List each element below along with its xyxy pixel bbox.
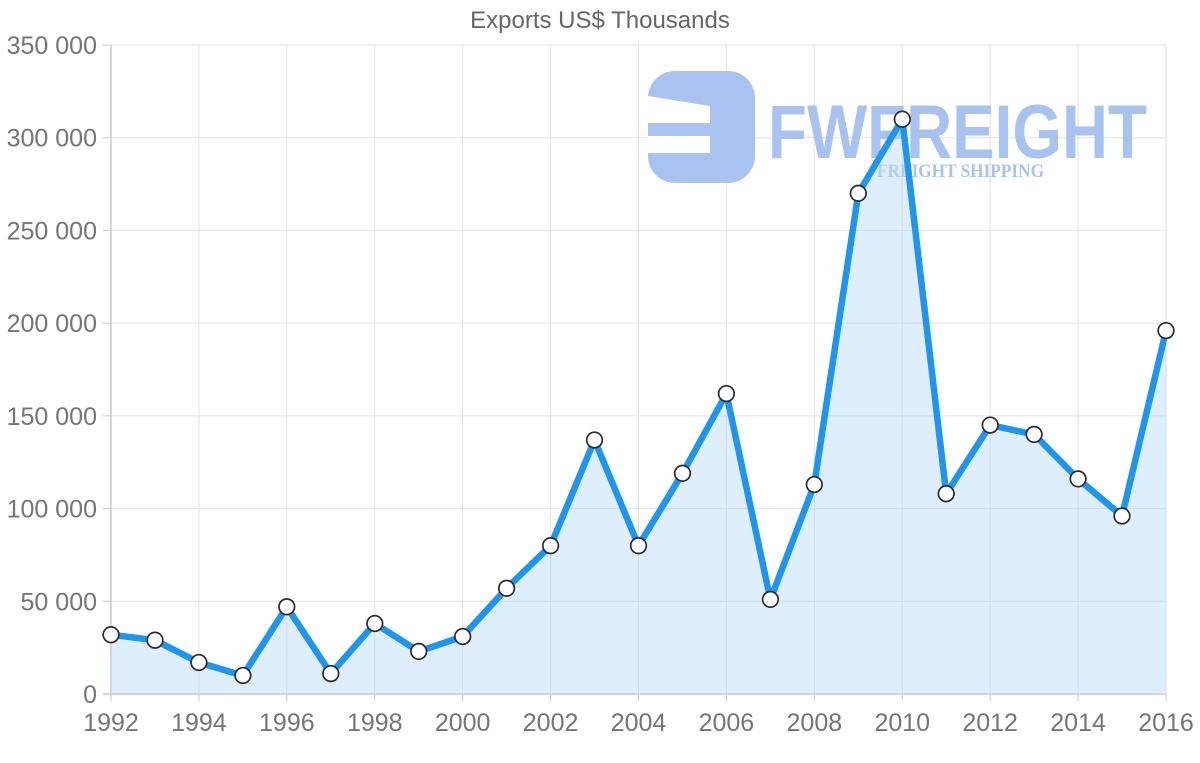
y-axis-label: 0 <box>83 681 97 709</box>
y-axis-label: 50 000 <box>21 588 97 616</box>
logo-icon-square <box>648 71 755 183</box>
x-axis-label: 2014 <box>1050 709 1106 737</box>
x-axis-label: 2006 <box>699 709 755 737</box>
data-point-marker[interactable] <box>454 627 472 646</box>
data-point-marker[interactable] <box>102 626 120 644</box>
watermark-logo-icon <box>648 71 755 183</box>
data-point-marker[interactable] <box>366 614 384 633</box>
data-point-marker[interactable] <box>717 384 736 403</box>
data-point-marker[interactable] <box>937 485 955 503</box>
x-axis-label: 2012 <box>962 709 1018 737</box>
data-point-marker[interactable] <box>761 590 780 609</box>
data-point-marker[interactable] <box>278 598 296 616</box>
x-axis-label: 2016 <box>1138 709 1194 737</box>
x-axis-label: 2004 <box>611 709 667 737</box>
logo-icon-notch-bottom <box>648 136 710 153</box>
data-point-marker[interactable] <box>1025 425 1043 444</box>
y-axis-label: 150 000 <box>7 403 97 431</box>
y-axis-label: 100 000 <box>7 496 97 524</box>
data-point-marker[interactable] <box>673 464 692 482</box>
x-axis-label: 2008 <box>787 709 843 737</box>
axis-tick-labels: 0 50 000 100 000 150 000 200 000 250 000 300 0… <box>7 32 1194 737</box>
y-axis-label: 250 000 <box>7 217 97 245</box>
y-axis-label: 200 000 <box>7 310 97 338</box>
watermark-wordmark: FWFREIGHT <box>768 90 1147 175</box>
data-point-marker[interactable] <box>585 431 604 449</box>
data-point-marker[interactable] <box>1069 470 1087 488</box>
data-point-marker[interactable] <box>190 653 208 672</box>
data-series <box>102 110 1175 694</box>
chart-title: Exports US$ Thousands <box>470 7 730 34</box>
data-point-marker[interactable] <box>1113 507 1131 525</box>
watermark-logo: FWFREIGHT FREIGHT SHIPPING <box>648 71 1147 183</box>
data-point-marker[interactable] <box>849 184 867 202</box>
data-point-marker[interactable] <box>234 666 252 685</box>
data-point-marker[interactable] <box>322 664 340 683</box>
data-point-marker[interactable] <box>893 110 911 128</box>
data-point-marker[interactable] <box>629 537 648 555</box>
y-axis-label: 350 000 <box>7 32 97 60</box>
data-point-marker[interactable] <box>1157 321 1175 340</box>
y-axis-label: 300 000 <box>7 125 97 153</box>
x-axis-label: 1998 <box>347 709 403 737</box>
watermark-subtitle: FREIGHT SHIPPING <box>877 161 1044 182</box>
x-axis-label: 2002 <box>523 709 579 737</box>
series-area-fill <box>111 119 1166 694</box>
logo-icon-notch-top <box>648 96 710 123</box>
data-point-marker[interactable] <box>981 416 999 434</box>
data-point-marker[interactable] <box>541 537 560 555</box>
data-point-marker[interactable] <box>410 642 428 661</box>
x-axis-label: 1994 <box>171 709 227 737</box>
data-point-marker[interactable] <box>146 631 164 649</box>
data-point-marker[interactable] <box>497 579 516 597</box>
data-point-marker[interactable] <box>805 475 823 494</box>
x-axis-label: 1992 <box>83 709 139 737</box>
x-axis-label: 1996 <box>259 709 315 737</box>
x-axis-label: 2000 <box>435 709 491 737</box>
x-axis-label: 2010 <box>874 709 930 737</box>
